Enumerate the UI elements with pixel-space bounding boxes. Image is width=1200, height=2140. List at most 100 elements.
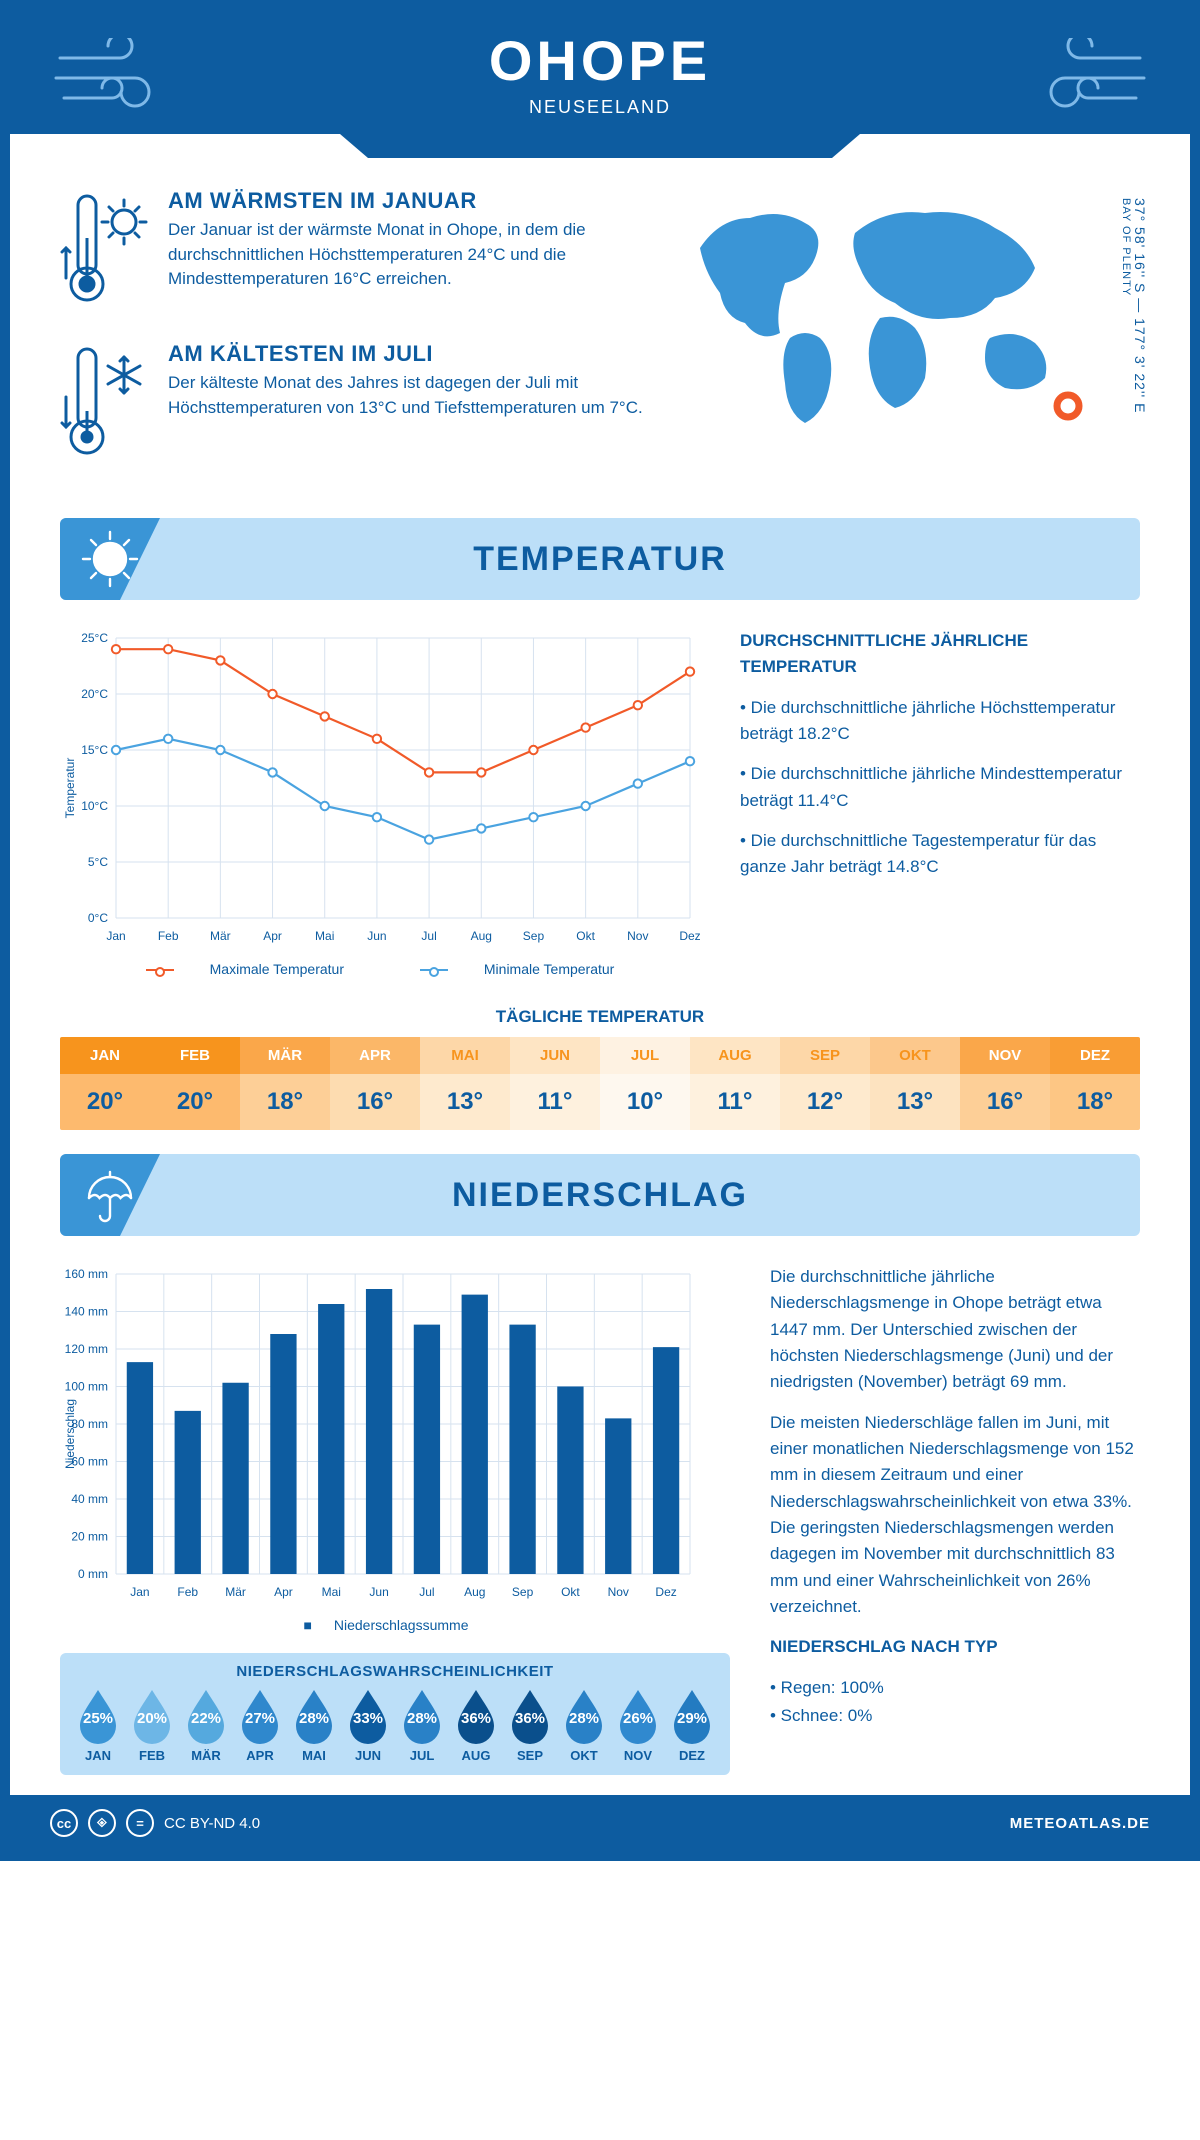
svg-text:0°C: 0°C [88, 911, 108, 925]
temp-summary: DURCHSCHNITTLICHE JÄHRLICHE TEMPERATUR •… [740, 628, 1140, 977]
svg-text:Jul: Jul [421, 929, 436, 943]
precip-para: Die meisten Niederschläge fallen im Juni… [770, 1410, 1140, 1621]
thermometer-sun-icon [60, 188, 150, 313]
svg-text:Nov: Nov [608, 1585, 629, 1599]
svg-text:20°C: 20°C [81, 687, 108, 701]
header: OHOPE NEUSEELAND [10, 10, 1190, 134]
daily-col: JUN11° [510, 1037, 600, 1130]
svg-text:Aug: Aug [471, 929, 492, 943]
svg-text:Sep: Sep [523, 929, 545, 943]
svg-text:Feb: Feb [158, 929, 179, 943]
svg-text:Dez: Dez [655, 1585, 676, 1599]
section-precip: NIEDERSCHLAG [60, 1154, 1140, 1236]
daily-col: MAI13° [420, 1037, 510, 1130]
coldest-text: Der kälteste Monat des Jahres ist dagege… [168, 371, 650, 420]
precip-summary: Die durchschnittliche jährliche Niedersc… [770, 1264, 1140, 1775]
thermometer-snow-icon [60, 341, 150, 466]
svg-text:Okt: Okt [561, 1585, 580, 1599]
prob-col: 36%AUG [452, 1688, 500, 1763]
coordinates: 37° 58' 16'' S — 177° 3' 22'' E [1132, 198, 1148, 413]
precip-para: Die durchschnittliche jährliche Niedersc… [770, 1264, 1140, 1396]
temp-bullet: • Die durchschnittliche Tagestemperatur … [740, 828, 1140, 881]
precip-type-title: NIEDERSCHLAG NACH TYP [770, 1634, 1140, 1660]
daily-col: SEP12° [780, 1037, 870, 1130]
prob-col: 28%OKT [560, 1688, 608, 1763]
warmest-block: AM WÄRMSTEN IM JANUAR Der Januar ist der… [60, 188, 650, 313]
svg-text:Aug: Aug [464, 1585, 485, 1599]
site-name: METEOATLAS.DE [1010, 1815, 1150, 1832]
svg-text:10°C: 10°C [81, 799, 108, 813]
precip-probability: NIEDERSCHLAGSWAHRSCHEINLICHKEIT 25%JAN20… [60, 1653, 730, 1775]
svg-text:Okt: Okt [576, 929, 595, 943]
svg-text:120 mm: 120 mm [65, 1342, 108, 1356]
daily-col: APR16° [330, 1037, 420, 1130]
page-subtitle: NEUSEELAND [10, 93, 1190, 134]
svg-text:Mai: Mai [315, 929, 334, 943]
precip-bullet: • Schnee: 0% [770, 1703, 1140, 1729]
prob-col: 25%JAN [74, 1688, 122, 1763]
license-text: CC BY-ND 4.0 [164, 1815, 260, 1832]
by-icon: 🞚 [88, 1809, 116, 1837]
cc-icon: cc [50, 1809, 78, 1837]
prob-col: 28%JUL [398, 1688, 446, 1763]
coldest-title: AM KÄLTESTEN IM JULI [168, 341, 650, 367]
prob-col: 27%APR [236, 1688, 284, 1763]
daily-temp-title: TÄGLICHE TEMPERATUR [60, 1007, 1140, 1027]
warmest-title: AM WÄRMSTEN IM JANUAR [168, 188, 650, 214]
sun-icon [60, 518, 160, 600]
temp-summary-title: DURCHSCHNITTLICHE JÄHRLICHE TEMPERATUR [740, 628, 1140, 681]
temp-bullet: • Die durchschnittliche jährliche Mindes… [740, 761, 1140, 814]
svg-text:Temperatur: Temperatur [63, 758, 77, 819]
daily-col: OKT13° [870, 1037, 960, 1130]
svg-text:20 mm: 20 mm [71, 1530, 108, 1544]
daily-col: FEB20° [150, 1037, 240, 1130]
legend-max: Maximale Temperatur [210, 961, 344, 977]
svg-text:Mai: Mai [322, 1585, 341, 1599]
temp-bullet: • Die durchschnittliche jährliche Höchst… [740, 695, 1140, 748]
world-map: BAY OF PLENTY 37° 58' 16'' S — 177° 3' 2… [680, 188, 1140, 494]
prob-title: NIEDERSCHLAGSWAHRSCHEINLICHKEIT [74, 1663, 716, 1680]
svg-text:15°C: 15°C [81, 743, 108, 757]
legend-precip: Niederschlagssumme [334, 1617, 469, 1633]
prob-col: 29%DEZ [668, 1688, 716, 1763]
svg-text:160 mm: 160 mm [65, 1267, 108, 1281]
page-title: OHOPE [10, 28, 1190, 93]
svg-text:40 mm: 40 mm [71, 1492, 108, 1506]
svg-text:25°C: 25°C [81, 631, 108, 645]
daily-col: JUL10° [600, 1037, 690, 1130]
svg-text:Jul: Jul [419, 1585, 434, 1599]
umbrella-icon [60, 1154, 160, 1236]
svg-text:Jun: Jun [367, 929, 386, 943]
svg-text:Apr: Apr [263, 929, 282, 943]
svg-text:Jan: Jan [106, 929, 125, 943]
section-title: NIEDERSCHLAG [452, 1176, 748, 1215]
svg-text:Apr: Apr [274, 1585, 293, 1599]
precip-bullet: • Regen: 100% [770, 1675, 1140, 1701]
svg-text:100 mm: 100 mm [65, 1380, 108, 1394]
svg-text:140 mm: 140 mm [65, 1305, 108, 1319]
region-label: BAY OF PLENTY [1120, 198, 1132, 296]
temp-legend: Maximale Temperatur Minimale Temperatur [60, 961, 700, 977]
prob-col: 26%NOV [614, 1688, 662, 1763]
svg-text:Jun: Jun [369, 1585, 388, 1599]
footer: cc 🞚 = CC BY-ND 4.0 METEOATLAS.DE [10, 1795, 1190, 1851]
wind-icon [50, 38, 170, 123]
precip-legend: ■ Niederschlagssumme [60, 1617, 730, 1633]
nd-icon: = [126, 1809, 154, 1837]
wind-icon [1030, 38, 1150, 123]
daily-col: MÄR18° [240, 1037, 330, 1130]
svg-text:Mär: Mär [210, 929, 231, 943]
svg-text:Mär: Mär [225, 1585, 246, 1599]
daily-col: AUG11° [690, 1037, 780, 1130]
svg-text:Jan: Jan [130, 1585, 149, 1599]
ribbon [10, 134, 1190, 158]
svg-text:0 mm: 0 mm [78, 1567, 108, 1581]
prob-col: 36%SEP [506, 1688, 554, 1763]
precip-chart: 0 mm20 mm40 mm60 mm80 mm100 mm120 mm140 … [60, 1264, 730, 1633]
coldest-block: AM KÄLTESTEN IM JULI Der kälteste Monat … [60, 341, 650, 466]
svg-text:Feb: Feb [177, 1585, 198, 1599]
daily-col: NOV16° [960, 1037, 1050, 1130]
temperature-chart: 0°C5°C10°C15°C20°C25°CJanFebMärAprMaiJun… [60, 628, 700, 977]
svg-text:Dez: Dez [679, 929, 700, 943]
prob-col: 33%JUN [344, 1688, 392, 1763]
